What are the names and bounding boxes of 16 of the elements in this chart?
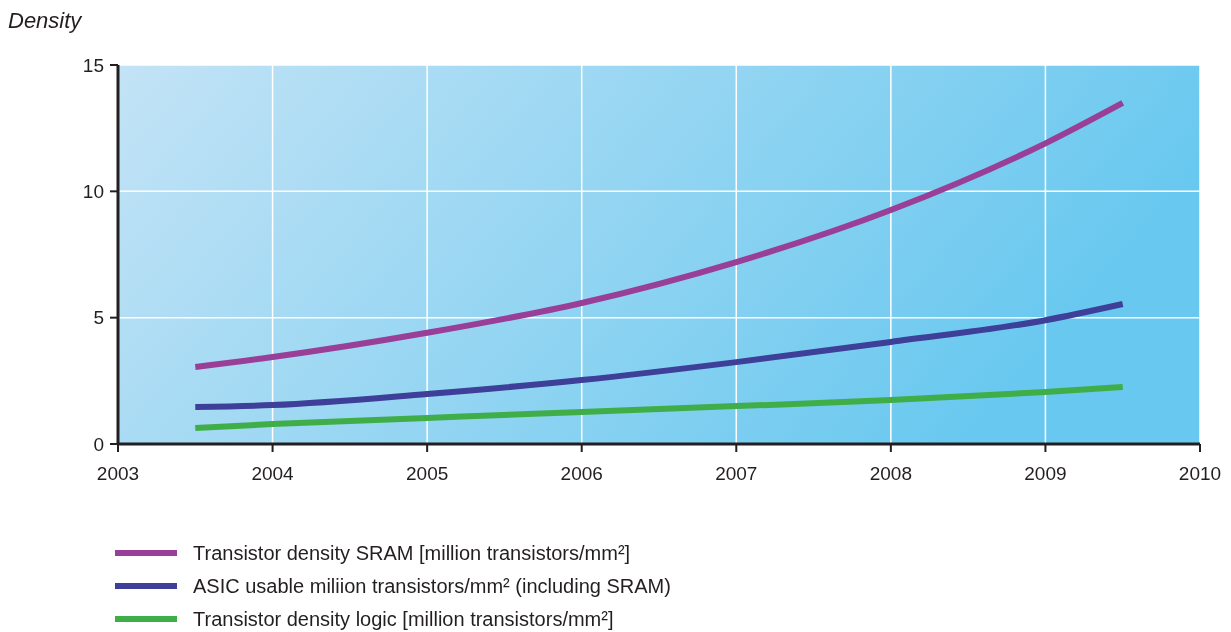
legend-label: Transistor density logic [million transistors/mm²]: [193, 608, 614, 630]
y-tick-label: 10: [82, 180, 104, 202]
x-tick-label: 2009: [1024, 463, 1067, 484]
x-tick-label: 2008: [869, 463, 912, 484]
y-tick-label: 15: [82, 54, 104, 76]
x-tick-label: 2007: [715, 463, 758, 484]
x-tick-label: 2005: [406, 463, 449, 484]
legend-label: Transistor density SRAM [million transistors/mm²]: [193, 542, 631, 564]
y-axis-title: Density: [8, 8, 84, 33]
x-tick-label: 2004: [251, 463, 295, 484]
x-tick-label: 2010: [1178, 463, 1222, 484]
x-tick-label: 2006: [560, 463, 603, 484]
y-tick-label: 0: [93, 433, 104, 455]
y-tick-label: 5: [93, 307, 104, 329]
x-tick-label: 2003: [96, 463, 140, 484]
legend-label: ASIC usable miliion transistors/mm² (including SRAM): [193, 575, 671, 597]
